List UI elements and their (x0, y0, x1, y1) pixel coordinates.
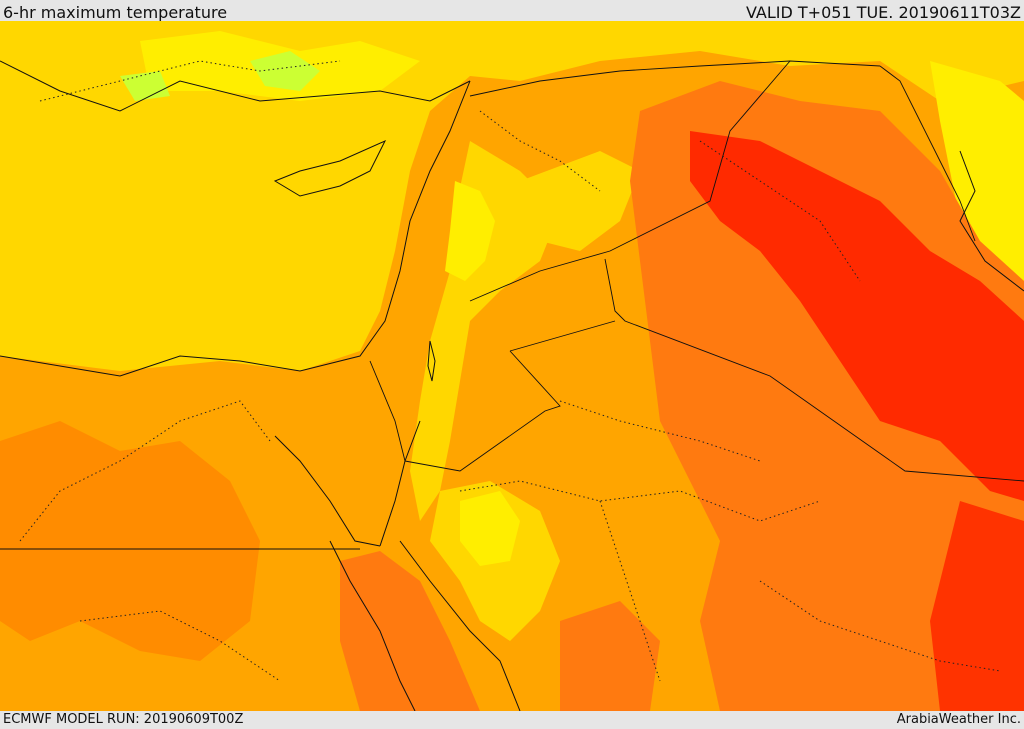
border-egypt-israel (369, 360, 406, 462)
coastline-gulf-of-suez (274, 435, 381, 547)
admin-border-saudi-2 (599, 500, 661, 682)
footer-bar: ECMWF MODEL RUN: 20190609T00Z ArabiaWeat… (0, 711, 1024, 729)
header-bar: 6-hr maximum temperature VALID T+051 TUE… (0, 0, 1024, 22)
admin-border-egypt (19, 400, 271, 542)
coastline-cyprus (273, 139, 387, 197)
border-iran-iraq (879, 65, 976, 242)
band-very-hot-south (560, 601, 660, 711)
band-mild-north (520, 151, 640, 251)
map-canvas (0, 21, 1024, 711)
coastline-redsea-west (329, 540, 416, 711)
model-run-label: ECMWF MODEL RUN: 20190609T00Z (3, 712, 244, 727)
border-syria-iraq (469, 60, 791, 302)
coastline-levant (0, 80, 471, 377)
border-jordan-saudi (404, 320, 616, 472)
temperature-map[interactable] (0, 21, 1024, 711)
map-title: 6-hr maximum temperature (3, 3, 228, 22)
valid-time-label: VALID T+051 TUE. 20190611T03Z (745, 3, 1021, 22)
band-very-hot-east (630, 81, 1024, 711)
admin-border-saudi-3 (559, 400, 761, 462)
credit-label: ArabiaWeather Inc. (896, 712, 1021, 727)
border-iraq-jordan-saudi (604, 258, 1024, 482)
band-bright-sinai (460, 491, 520, 566)
band-lime-patch-2 (120, 71, 170, 101)
band-bright-northeast (930, 61, 1024, 281)
admin-border-syria (479, 110, 601, 192)
coastline-aqaba (379, 420, 421, 547)
band-hot-egypt (0, 421, 260, 661)
admin-border-saudi-1 (459, 480, 821, 522)
admin-border-turkey (39, 60, 341, 102)
band-lime-patch (250, 51, 320, 91)
coastline-gulf (959, 150, 1024, 292)
band-mild-jordan-valley (410, 141, 560, 521)
coastline-redsea-east (399, 540, 521, 711)
coastline-dead-sea (427, 340, 436, 382)
band-very-hot-redsea (340, 551, 480, 711)
band-mild-mediterranean (0, 21, 1024, 371)
band-extreme-east (930, 501, 1024, 711)
band-extreme-iraq (690, 131, 1024, 501)
coastline-turkey (0, 60, 471, 112)
band-bright-levant (445, 181, 495, 281)
admin-border-iraq (699, 140, 861, 282)
border-turkey-syria (469, 60, 881, 97)
admin-border-east (759, 580, 1001, 672)
